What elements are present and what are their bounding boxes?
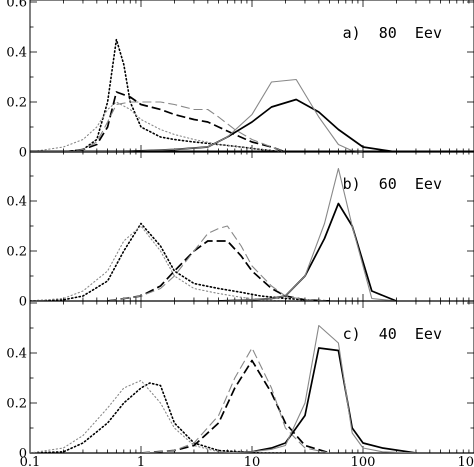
series-line-dotted [30,225,286,301]
series-line-solid [218,202,397,301]
y-tick-label: 0.2 [6,96,27,111]
series-line-dotted [30,38,287,152]
x-tick-label: 1000 [457,455,474,467]
series-line-solid [218,167,397,301]
panel-frame [29,150,474,302]
y-tick-label: 0.2 [6,397,27,412]
panel-b: 0 0.2 0.4 b) 60 Eev [6,150,474,310]
series-line-dashed [107,225,330,301]
series-line-dashed [140,347,330,453]
y-tick-label: 0.2 [6,245,27,260]
x-tick-label: 100 [351,455,376,467]
panel-label: a) 80 Eev [343,24,442,42]
x-tick-label: 0.1 [20,455,41,467]
y-tick-label: 0.4 [6,195,27,210]
y-tick-label: 0 [19,447,27,462]
series-line-dashed [63,91,286,152]
y-tick-label: 0.4 [6,46,27,61]
x-tick-label: 1 [137,455,145,467]
panel-c: 0 0.2 0.4 c) 40 Eev [6,300,474,462]
series-line-dotted [30,379,242,453]
series-line-solid [30,78,364,152]
series-line-dotted [30,382,287,453]
series-line-dashed [140,359,330,453]
y-tick-label: 0.4 [6,347,27,362]
y-tick-label: 0 [19,295,27,310]
series-line-dotted [30,222,331,301]
y-tick-label: 0 [19,146,27,161]
panel-label: b) 60 Eev [343,175,442,193]
x-tick-labels: 0.1 1 10 100 1000 [20,455,474,467]
series-line-solid [218,324,417,453]
series-group [30,167,397,301]
series-line-dashed [63,101,286,152]
panel-a: 0 0.2 0.4 0.6 a) 80 Eev [6,0,474,161]
x-tick-label: 10 [244,455,261,467]
series-group [30,38,397,152]
panel-frame [29,300,474,454]
panel-frame [29,0,474,153]
y-tick-label: 0.6 [6,0,27,11]
series-line-dotted [30,101,286,152]
series-group [30,324,417,453]
panel-label: c) 40 Eev [343,325,442,343]
series-line-solid [218,347,417,453]
series-line-dashed [107,240,330,301]
